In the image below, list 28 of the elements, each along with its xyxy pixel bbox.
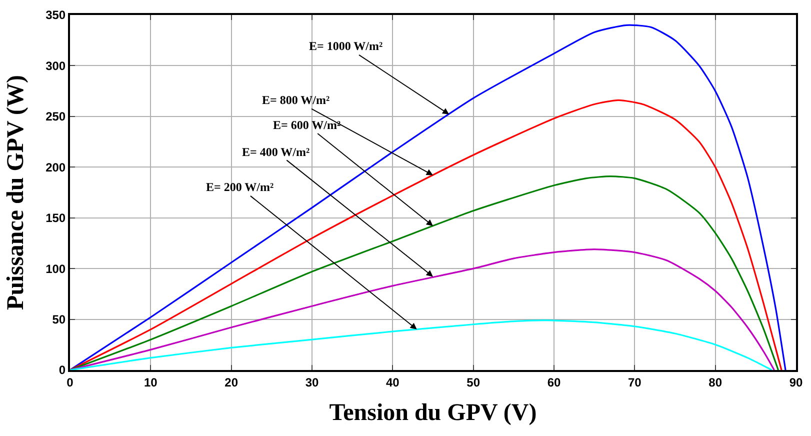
x-tick-label: 20 — [224, 375, 238, 390]
x-tick-label: 40 — [386, 375, 400, 390]
annotation: E= 400 W/m² — [242, 145, 310, 159]
x-axis-title: Tension du GPV (V) — [329, 400, 537, 426]
y-tick-label: 100 — [46, 262, 66, 276]
x-tick-label: 30 — [305, 375, 319, 390]
y-tick-label: 350 — [46, 8, 66, 22]
line-series — [70, 175, 780, 370]
annotation: E= 200 W/m² — [206, 180, 274, 194]
annotation: E= 800 W/m² — [262, 93, 330, 107]
annotation: E= 600 W/m² — [273, 118, 341, 132]
x-tick-label: 90 — [789, 375, 803, 390]
y-tick-label: 300 — [46, 58, 66, 73]
line-series — [70, 320, 773, 370]
x-tick-label: 70 — [628, 375, 642, 390]
line-series — [70, 248, 776, 370]
y-tick-label: 250 — [46, 110, 66, 124]
y-tick-label: 50 — [52, 312, 66, 326]
x-tick-label: 60 — [547, 375, 561, 390]
x-tick-label: 10 — [144, 375, 158, 390]
y-tick-label: 200 — [46, 160, 66, 174]
x-tick-label: 50 — [466, 375, 480, 390]
line-series — [70, 24, 786, 370]
y-tick-label: 0 — [58, 363, 66, 378]
y-axis-title: Puissance du GPV (W) — [3, 75, 30, 310]
annotation: E= 1000 W/m² — [309, 39, 383, 53]
y-tick-label: 150 — [46, 211, 66, 226]
x-tick-label: 80 — [708, 375, 722, 390]
